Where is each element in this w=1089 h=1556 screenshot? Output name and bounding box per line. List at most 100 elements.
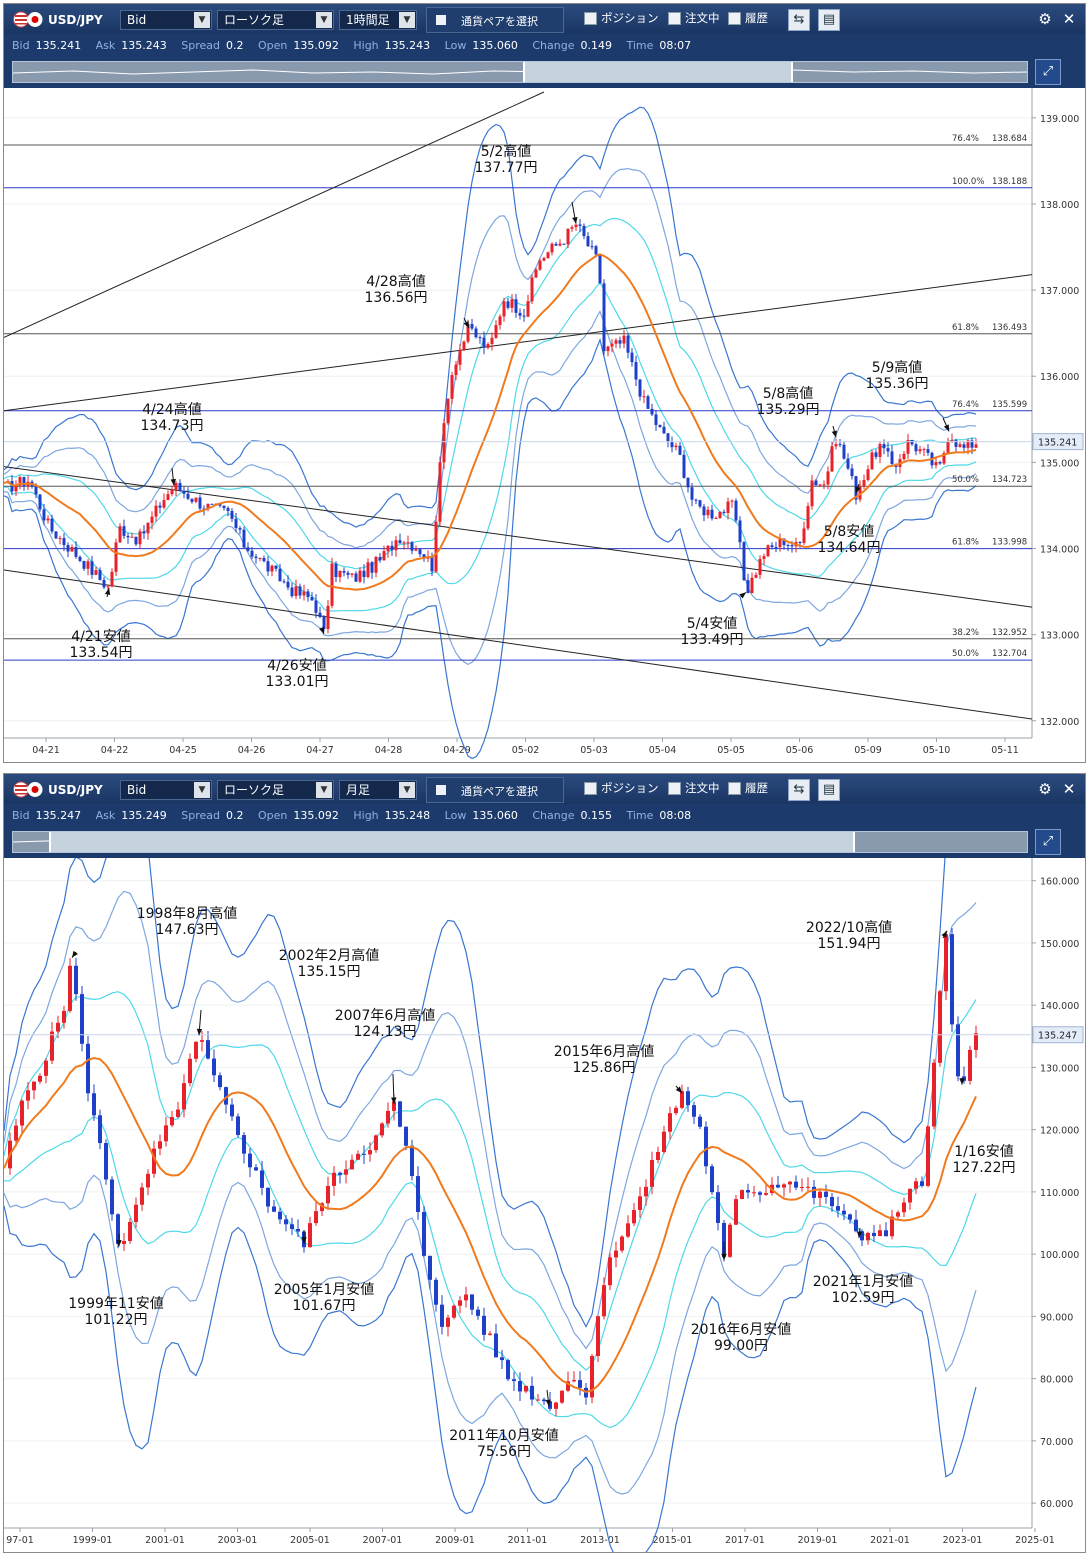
candle-body	[524, 1385, 528, 1392]
chart-toolbar: USD/JPY Bid ▼ ローソク足 ▼ 月足 ▼ 通貨ペアを選択 ポジション 注文…	[4, 774, 1085, 804]
candle-body	[32, 1081, 36, 1091]
history-checkbox[interactable]	[728, 12, 741, 25]
position-checkbox[interactable]	[584, 12, 597, 25]
candle-body	[296, 1228, 300, 1232]
navigator-window[interactable]	[49, 832, 855, 852]
candle-body	[20, 1100, 24, 1126]
band-upper-2	[4, 890, 977, 1350]
candle-body	[38, 1075, 42, 1082]
candle-body	[606, 346, 610, 352]
history-checkbox[interactable]	[728, 782, 741, 795]
candle-body	[726, 501, 730, 513]
window-icon[interactable]: ▤	[818, 9, 840, 31]
x-tick-label: 05-06	[786, 745, 814, 756]
orders-checkbox[interactable]	[668, 12, 681, 25]
candle-body	[614, 340, 618, 344]
window-icon[interactable]: ▤	[818, 779, 840, 801]
annotation-arrowhead	[463, 321, 469, 329]
candle-body	[286, 581, 290, 588]
fibonacci-percent-label: 50.0%	[952, 475, 979, 485]
spread-label: Spread	[181, 39, 220, 52]
candle-body	[812, 1186, 816, 1198]
candle-body	[206, 503, 210, 510]
candle-body	[878, 444, 882, 457]
candle-body	[834, 444, 838, 447]
change-value: 0.155	[580, 809, 612, 822]
ask-label: Ask	[95, 39, 116, 52]
y-tick-label: 135.000	[1040, 458, 1079, 469]
open-label: Open	[257, 809, 288, 822]
candle-body	[306, 591, 310, 598]
moving-average-line	[4, 253, 977, 591]
position-checkbox[interactable]	[584, 782, 597, 795]
candle-body	[374, 557, 378, 573]
chart-type-select[interactable]: ローソク足 ▼	[217, 10, 334, 30]
candle-body	[494, 1333, 498, 1358]
candle-body	[878, 1230, 882, 1237]
candle-body	[674, 1107, 678, 1114]
chart-tool-icon[interactable]: ⇆	[788, 9, 810, 31]
candle-body	[746, 580, 750, 594]
candle-body	[476, 1309, 480, 1316]
annotation-title: 5/9高値	[872, 359, 923, 376]
gear-icon[interactable]: ⚙	[1038, 780, 1052, 798]
gear-icon[interactable]: ⚙	[1038, 10, 1052, 28]
fibonacci-price-label: 138.684	[992, 134, 1027, 144]
monthly-chart-panel: USD/JPY Bid ▼ ローソク足 ▼ 月足 ▼ 通貨ペアを選択 ポジション 注文…	[3, 773, 1086, 1553]
candle-body	[390, 545, 394, 551]
candle-body	[886, 448, 890, 452]
currency-flags-icon	[13, 11, 43, 28]
chevron-down-icon: ▼	[194, 12, 210, 28]
history-label: 履歴	[745, 11, 768, 25]
candle-body	[860, 1231, 864, 1241]
band-upper-3	[4, 106, 977, 528]
candle-body	[830, 1196, 834, 1207]
candle-body	[958, 444, 962, 447]
chart-background	[4, 88, 1085, 762]
navigator-window[interactable]	[523, 62, 793, 82]
expand-icon[interactable]: ⤢	[1035, 59, 1061, 85]
candle-body	[932, 1062, 936, 1127]
time-label: Time	[626, 809, 654, 822]
candle-body	[128, 1221, 132, 1242]
select-pair-button[interactable]: 通貨ペアを選択	[426, 7, 564, 33]
range-navigator[interactable]	[12, 61, 1028, 83]
candle-body	[746, 1190, 750, 1193]
annotation-arrowhead	[72, 950, 78, 958]
candle-body	[422, 1211, 426, 1256]
close-icon[interactable]: ✕	[1062, 10, 1076, 28]
candle-body	[272, 1206, 276, 1212]
trendline-upper	[4, 91, 545, 338]
candle-body	[150, 516, 154, 523]
candle-body	[794, 1181, 798, 1188]
candle-body	[884, 1230, 888, 1237]
chart-type-select[interactable]: ローソク足 ▼	[217, 780, 334, 800]
candle-body	[116, 1214, 120, 1244]
select-pair-button[interactable]: 通貨ペアを選択	[426, 777, 564, 803]
timeframe-select[interactable]: 月足 ▼	[339, 780, 417, 800]
close-icon[interactable]: ✕	[1062, 780, 1076, 798]
annotation-title: 5/4安値	[687, 616, 738, 632]
range-navigator[interactable]	[12, 831, 1028, 853]
orders-label: 注文中	[685, 11, 720, 25]
price-type-select[interactable]: Bid ▼	[120, 10, 212, 30]
chart-tool-icon[interactable]: ⇆	[788, 779, 810, 801]
annotation-price: 134.64円	[818, 540, 881, 556]
orders-checkbox[interactable]	[668, 782, 681, 795]
candle-body	[906, 440, 910, 454]
candle-body	[506, 301, 510, 308]
annotation-arrowhead	[301, 1237, 307, 1244]
candle-body	[530, 1385, 534, 1400]
fibonacci-percent-label: 38.2%	[952, 628, 979, 638]
candle-body	[942, 453, 946, 464]
timeframe-select[interactable]: 1時間足 ▼	[339, 10, 417, 30]
chart-background	[4, 858, 1085, 1552]
annotation-title: 4/21安値	[71, 629, 130, 645]
candle-body	[956, 1024, 960, 1077]
candle-body	[248, 1153, 252, 1168]
expand-icon[interactable]: ⤢	[1035, 829, 1061, 855]
candle-body	[326, 1185, 330, 1204]
candle-body	[258, 557, 262, 559]
candle-body	[174, 482, 178, 490]
price-type-select[interactable]: Bid ▼	[120, 780, 212, 800]
